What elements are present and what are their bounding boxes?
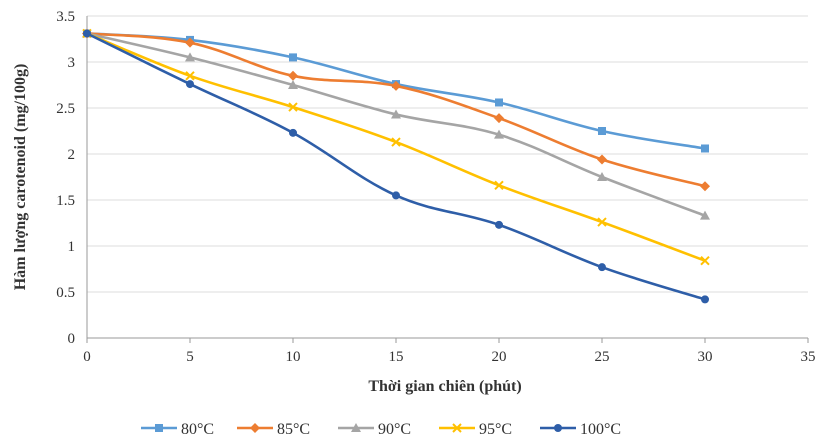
- data-point: [185, 52, 195, 62]
- series-path: [86, 32, 706, 150]
- legend-marker: [452, 423, 462, 433]
- legend-marker: [250, 423, 260, 433]
- data-point: [289, 53, 297, 62]
- data-point: [288, 102, 298, 112]
- x-tick-label: 20: [492, 349, 507, 365]
- data-point: [289, 128, 297, 137]
- data-point: [391, 109, 401, 119]
- data-point: [598, 263, 606, 272]
- series-path: [86, 32, 706, 217]
- data-point: [392, 191, 400, 200]
- x-axis-title: Thời gian chiên (phút): [368, 378, 521, 395]
- legend-label: 90°C: [378, 421, 411, 438]
- legend-marker: [554, 424, 562, 432]
- y-tick-label: 1.5: [56, 193, 75, 209]
- data-point: [494, 129, 504, 139]
- legend-label: 100°C: [580, 421, 621, 438]
- legend-item: 90°C: [338, 421, 411, 438]
- y-tick-label: 3.5: [56, 9, 75, 25]
- data-point: [495, 220, 503, 229]
- y-tick-label: 0.5: [56, 285, 75, 301]
- data-point: [597, 154, 607, 165]
- data-point: [495, 98, 503, 107]
- y-tick-label: 2: [68, 147, 76, 163]
- data-point: [185, 37, 195, 48]
- legend-marker: [351, 423, 361, 432]
- x-tick-label: 15: [389, 349, 404, 365]
- series-path: [86, 32, 706, 262]
- data-point: [494, 113, 504, 124]
- data-point: [288, 80, 298, 89]
- series-80C-line: [83, 29, 709, 153]
- x-tick-label: 0: [83, 349, 91, 365]
- data-point: [83, 29, 91, 38]
- series-100C-line: [83, 29, 709, 304]
- data-point: [700, 210, 710, 220]
- data-point: [700, 181, 710, 192]
- x-tick-label: 10: [286, 349, 301, 365]
- data-point: [288, 70, 298, 81]
- legend-marker: [155, 424, 163, 432]
- data-point: [494, 180, 504, 190]
- data-point: [598, 127, 606, 135]
- y-tick-label: 3: [68, 55, 76, 71]
- data-point: [700, 256, 710, 266]
- x-tick-label: 25: [595, 349, 610, 365]
- x-tick-labels: 0 5 10 15 20 25 30 35: [83, 349, 815, 365]
- axes: [86, 16, 809, 343]
- legend: 80°C 85°C 90°C 95°C 100°C: [141, 421, 621, 438]
- x-tick-label: 30: [698, 349, 713, 365]
- legend-item: 95°C: [439, 421, 512, 438]
- legend-item: 85°C: [237, 421, 310, 438]
- legend-label: 95°C: [479, 421, 512, 438]
- data-point: [597, 217, 607, 227]
- x-tick-label: 35: [801, 349, 816, 365]
- y-tick-label: 0: [68, 331, 76, 347]
- y-tick-label: 1: [68, 239, 76, 255]
- y-tick-labels: 0 0.5 1 1.5 2 2.5 3 3.5: [56, 9, 75, 347]
- data-point: [701, 295, 709, 304]
- data-point: [186, 80, 194, 89]
- legend-label: 85°C: [277, 421, 310, 438]
- legend-label: 80°C: [181, 421, 214, 438]
- legend-item: 80°C: [141, 421, 214, 438]
- x-tick-label: 5: [186, 349, 194, 365]
- legend-item: 100°C: [540, 421, 621, 438]
- data-point: [391, 80, 401, 91]
- series-90C-line: [82, 28, 710, 220]
- data-point: [597, 172, 607, 181]
- y-tick-label: 2.5: [56, 101, 75, 117]
- series-lines: [82, 28, 710, 304]
- y-axis-title: Hàm lượng carotenoid (mg/100g): [12, 64, 29, 291]
- data-point: [701, 144, 709, 153]
- series-95C-line: [82, 28, 710, 266]
- series-85C-line: [82, 28, 710, 192]
- data-point: [185, 71, 195, 81]
- data-point: [391, 137, 401, 147]
